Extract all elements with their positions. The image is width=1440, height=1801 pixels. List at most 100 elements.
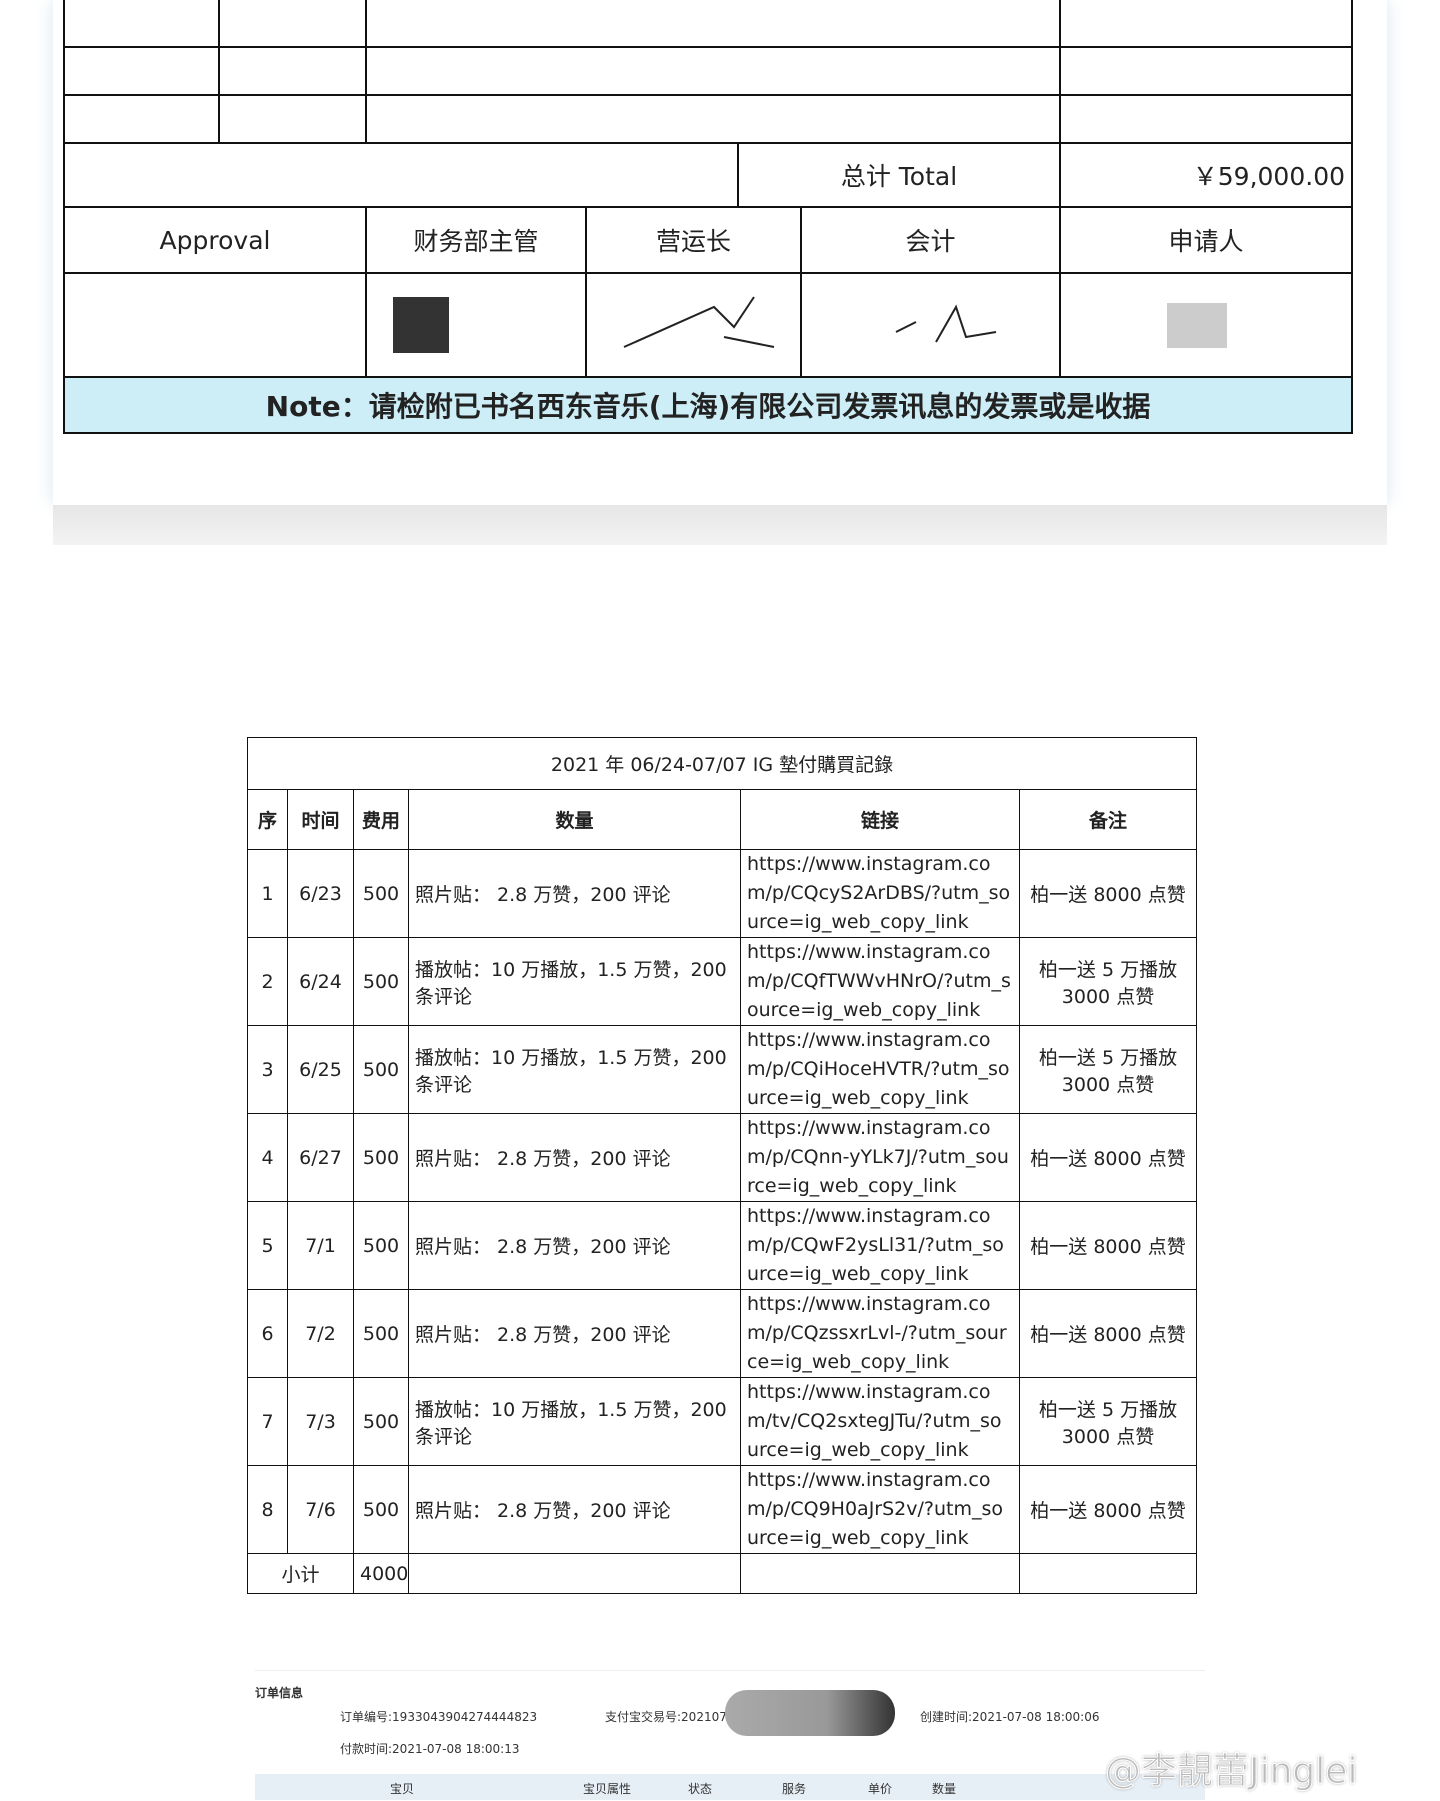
quantity: 照片贴： 2.8 万赞，200 评论	[408, 849, 741, 938]
link: https://www.instagram.com/p/CQiHoceHVTR/…	[740, 1025, 1020, 1114]
order-column: 状态	[688, 1782, 713, 1796]
total-label: 总计 Total	[737, 142, 1061, 208]
link: https://www.instagram.com/p/CQzssxrLvl-/…	[740, 1289, 1020, 1378]
date: 6/24	[287, 937, 354, 1026]
link: https://www.instagram.com/p/CQwF2ysLl31/…	[740, 1201, 1020, 1290]
cell	[1059, 46, 1353, 96]
cost: 500	[353, 937, 409, 1026]
cell	[63, 94, 220, 144]
quantity: 播放帖：10 万播放，1.5 万赞，200 条评论	[408, 1377, 741, 1466]
row-number: 3	[247, 1025, 288, 1114]
row-number: 4	[247, 1113, 288, 1202]
cell	[218, 94, 367, 144]
remark: 柏一送 5 万播放 3000 点赞	[1019, 1377, 1197, 1466]
column-header: 序	[247, 789, 288, 850]
approval-header: Approval	[63, 206, 367, 274]
created-time: 创建时间:2021-07-08 18:00:06	[920, 1710, 1100, 1724]
cost: 500	[353, 1377, 409, 1466]
date: 6/27	[287, 1113, 354, 1202]
cost: 500	[353, 849, 409, 938]
approval-header: 会计	[800, 206, 1061, 274]
watermark: @李靚蕾Jinglei	[1104, 1751, 1358, 1793]
quantity: 照片贴： 2.8 万赞，200 评论	[408, 1465, 741, 1554]
total-value: ￥59,000.00	[1059, 142, 1353, 208]
signature	[365, 272, 587, 378]
subtotal-row: 小计 4000	[247, 1553, 1197, 1594]
row-number: 6	[247, 1289, 288, 1378]
column-header: 备注	[1019, 789, 1197, 850]
row-number: 7	[247, 1377, 288, 1466]
signature	[800, 272, 1061, 378]
order-column: 数量	[932, 1782, 957, 1796]
subtotal-label: 小计	[247, 1553, 354, 1594]
paper-edge	[53, 505, 1387, 545]
quantity: 照片贴： 2.8 万赞，200 评论	[408, 1289, 741, 1378]
cost: 500	[353, 1465, 409, 1554]
note: Note：请检附已书名西东音乐(上海)有限公司发票讯息的发票或是收据	[63, 376, 1353, 434]
record-row: 6 7/2 500 照片贴： 2.8 万赞，200 评论 https://www.ins…	[247, 1289, 1197, 1378]
signature	[585, 272, 802, 378]
cell	[218, 46, 367, 96]
table-title: 2021 年 06/24-07/07 IG 墊付購買記錄	[247, 737, 1197, 790]
cell	[740, 1553, 1020, 1594]
cost: 500	[353, 1113, 409, 1202]
quantity: 播放帖：10 万播放，1.5 万赞，200 条评论	[408, 1025, 741, 1114]
column-header: 时间	[287, 789, 354, 850]
scribble	[895, 304, 996, 343]
alipay-no: 支付宝交易号:202107	[605, 1710, 727, 1724]
order-column: 单价	[868, 1782, 893, 1796]
redaction	[725, 1690, 895, 1736]
cell	[365, 46, 1061, 96]
record-row: 1 6/23 500 照片贴： 2.8 万赞，200 评论 https://www.in…	[247, 849, 1197, 938]
link: https://www.instagram.com/p/CQfTWWvHNrO/…	[740, 937, 1020, 1026]
order-column-bar: 宝贝 宝贝属性 状态 服务 单价 数量	[255, 1774, 1205, 1800]
row-number: 2	[247, 937, 288, 1026]
approval-header: 财务部主管	[365, 206, 587, 274]
remark: 柏一送 5 万播放 3000 点赞	[1019, 1025, 1197, 1114]
approval-form: 总计 Total ￥59,000.00 Approval 财务部主管 营运长 会计 申请人…	[63, 0, 1353, 434]
column-header: 链接	[740, 789, 1020, 850]
subtotal-value: 4000	[353, 1553, 409, 1594]
link: https://www.instagram.com/p/CQcyS2ArDBS/…	[740, 849, 1020, 938]
date: 7/3	[287, 1377, 354, 1466]
cell	[63, 0, 220, 48]
column-header: 数量	[408, 789, 741, 850]
record-table: 2021 年 06/24-07/07 IG 墊付購買記錄 序时间 费用 数量 链接 备注…	[247, 737, 1197, 1594]
remark: 柏一送 8000 点赞	[1019, 1465, 1197, 1554]
order-column: 服务	[782, 1782, 807, 1796]
record-row: 7 7/3 500 播放帖：10 万播放，1.5 万赞，200 条评论 https://…	[247, 1377, 1197, 1466]
cell	[218, 0, 367, 48]
cell	[365, 94, 1061, 144]
order-column: 宝贝	[390, 1782, 415, 1796]
paid-time: 付款时间:2021-07-08 18:00:13	[340, 1742, 520, 1756]
remark: 柏一送 5 万播放 3000 点赞	[1019, 937, 1197, 1026]
quantity: 照片贴： 2.8 万赞，200 评论	[408, 1113, 741, 1202]
date: 7/2	[287, 1289, 354, 1378]
order-column: 宝贝属性	[583, 1782, 632, 1796]
cell	[63, 142, 739, 208]
remark: 柏一送 8000 点赞	[1019, 1289, 1197, 1378]
order-title: 订单信息	[255, 1686, 304, 1700]
record-row: 3 6/25 500 播放帖：10 万播放，1.5 万赞，200 条评论 https:/…	[247, 1025, 1197, 1114]
cell	[1059, 94, 1353, 144]
date: 6/25	[287, 1025, 354, 1114]
record-row: 5 7/1 500 照片贴： 2.8 万赞，200 评论 https://www.ins…	[247, 1201, 1197, 1290]
cell	[63, 272, 367, 378]
remark: 柏一送 8000 点赞	[1019, 1113, 1197, 1202]
cell	[1059, 0, 1353, 48]
cost: 500	[353, 1201, 409, 1290]
order-no: 订单编号:1933043904274444823	[340, 1710, 538, 1724]
remark: 柏一送 8000 点赞	[1019, 1201, 1197, 1290]
cell	[63, 46, 220, 96]
record-row: 2 6/24 500 播放帖：10 万播放，1.5 万赞，200 条评论 https:/…	[247, 937, 1197, 1026]
cell	[365, 0, 1061, 48]
record-row: 4 6/27 500 照片贴： 2.8 万赞，200 评论 https://www.in…	[247, 1113, 1197, 1202]
date: 7/1	[287, 1201, 354, 1290]
link: https://www.instagram.com/p/CQnn-yYLk7J/…	[740, 1113, 1020, 1202]
link: https://www.instagram.com/p/CQ9H0aJrS2v/…	[740, 1465, 1020, 1554]
remark: 柏一送 8000 点赞	[1019, 849, 1197, 938]
cost: 500	[353, 1025, 409, 1114]
cell	[408, 1553, 741, 1594]
quantity: 照片贴： 2.8 万赞，200 评论	[408, 1201, 741, 1290]
